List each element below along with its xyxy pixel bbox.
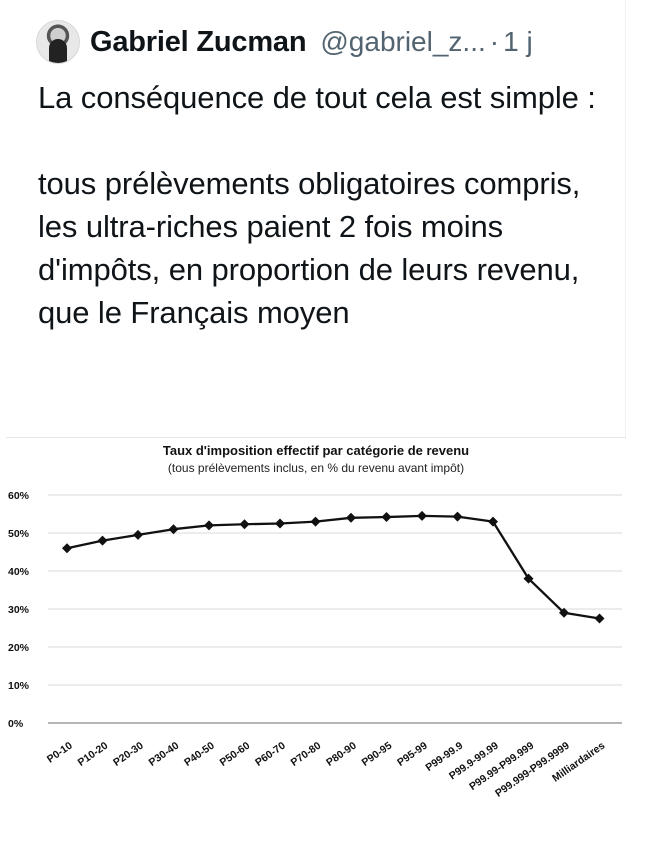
tweet-text: La conséquence de tout cela est simple :…	[38, 76, 598, 377]
chart-x-axis: P0-10 P10-20 P20-30 P30-40 P40-50 P50-60 P60-7…	[45, 740, 607, 800]
data-point-p80-90	[346, 512, 356, 523]
chart-subtitle: (tous prélèvements inclus, en % du reven…	[168, 461, 464, 475]
data-point-p40-50	[204, 520, 214, 531]
chart-data-points	[62, 510, 605, 624]
data-point-p0-10	[62, 543, 72, 554]
x-tick-label: P20-30	[111, 740, 146, 769]
data-point-p99-99-p99-999	[523, 573, 534, 584]
y-tick-label: 10%	[8, 680, 30, 692]
x-tick-label: P90-95	[360, 740, 395, 769]
chart-title: Taux d'imposition effectif par catégorie…	[163, 443, 469, 458]
tweet-header: Gabriel Zucman @gabriel_z... · 1 j	[36, 20, 533, 64]
data-point-p70-80	[310, 516, 321, 527]
meta-separator: ·	[489, 26, 500, 57]
tweet-card[interactable]: Gabriel Zucman @gabriel_z... · 1 j La co…	[6, 0, 626, 850]
tweet-paragraph-1: La conséquence de tout cela est simple :	[38, 80, 596, 115]
data-point-p10-20	[97, 535, 108, 546]
data-point-p50-60	[239, 519, 250, 530]
x-tick-label: P0-10	[45, 740, 75, 766]
chart-image[interactable]: Taux d'imposition effectif par catégorie…	[6, 437, 626, 850]
y-tick-label: 50%	[8, 528, 30, 540]
x-tick-label: P50-60	[218, 740, 253, 769]
data-point-p95-99	[417, 510, 427, 521]
chart-line-series	[66, 514, 600, 620]
y-tick-label: 60%	[8, 490, 30, 502]
data-point-p30-40	[168, 524, 179, 535]
data-point-p99-999-p99-9999	[559, 607, 569, 618]
x-tick-label: P60-70	[253, 740, 288, 769]
y-tick-label: 0%	[8, 718, 24, 730]
data-point-p99-99-9	[452, 511, 463, 522]
y-tick-label: 30%	[8, 604, 30, 616]
author-avatar[interactable]	[36, 20, 80, 64]
x-tick-label: P40-50	[182, 740, 217, 769]
chart-y-axis: 0% 10% 20% 30% 40% 50% 60%	[8, 490, 30, 730]
data-point-p60-70	[275, 518, 285, 529]
x-tick-label: P30-40	[147, 740, 182, 769]
post-time[interactable]: 1 j	[503, 26, 533, 57]
x-tick-label: P70-80	[289, 740, 324, 769]
data-point-p20-30	[133, 529, 143, 540]
data-point-p99-9-99-99	[488, 516, 498, 527]
x-tick-label: P80-90	[324, 740, 359, 769]
data-point-p90-95	[381, 512, 392, 523]
author-handle[interactable]: @gabriel_z...	[320, 26, 486, 57]
tax-rate-chart: Taux d'imposition effectif par catégorie…	[8, 443, 622, 800]
tax-rate-series-line	[66, 514, 600, 620]
author-name[interactable]: Gabriel Zucman	[90, 25, 307, 58]
tweet-paragraph-2: tous prélèvements obligatoires compris, …	[38, 166, 581, 330]
x-tick-label: P10-20	[76, 740, 111, 769]
y-tick-label: 40%	[8, 566, 30, 578]
data-point-milliardaires	[594, 613, 605, 624]
chart-grid	[48, 494, 622, 724]
y-tick-label: 20%	[8, 642, 30, 654]
